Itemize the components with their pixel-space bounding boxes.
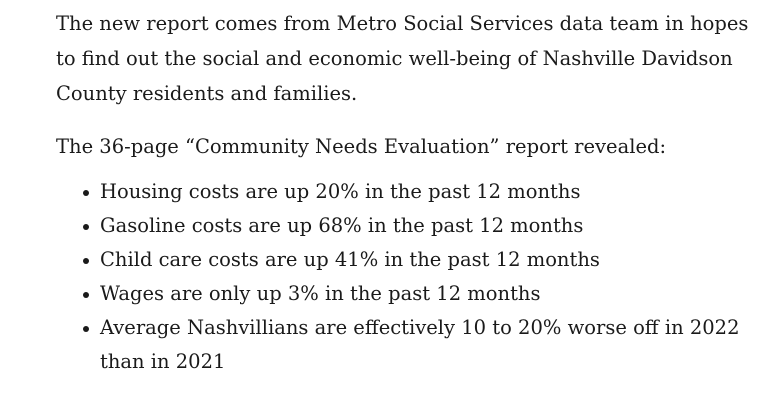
bullet-icon (83, 292, 89, 298)
bullet-icon (83, 190, 89, 196)
intro-paragraph: The new report comes from Metro Social S… (56, 12, 749, 105)
bullet-icon (83, 224, 89, 230)
bullet-icon (83, 326, 89, 332)
list-item: Gasoline costs are up 68% in the past 12… (83, 209, 756, 243)
list-item: Average Nashvillians are effectively 10 … (83, 311, 756, 379)
list-item: Housing costs are up 20% in the past 12 … (83, 175, 756, 209)
list-item-text: Housing costs are up 20% in the past 12 … (100, 180, 581, 203)
list-item-text: Gasoline costs are up 68% in the past 12… (100, 214, 584, 237)
lead-paragraph: The 36-page “Community Needs Evaluation”… (56, 135, 667, 158)
list-item: Wages are only up 3% in the past 12 mont… (83, 277, 756, 311)
list-item-text: Wages are only up 3% in the past 12 mont… (100, 282, 541, 305)
bullet-icon (83, 258, 89, 264)
list-item-text: Average Nashvillians are effectively 10 … (100, 316, 740, 373)
list-item-text: Child care costs are up 41% in the past … (100, 248, 600, 271)
findings-list: Housing costs are up 20% in the past 12 … (56, 175, 756, 379)
article-body: The new report comes from Metro Social S… (56, 6, 756, 379)
list-item: Child care costs are up 41% in the past … (83, 243, 756, 277)
